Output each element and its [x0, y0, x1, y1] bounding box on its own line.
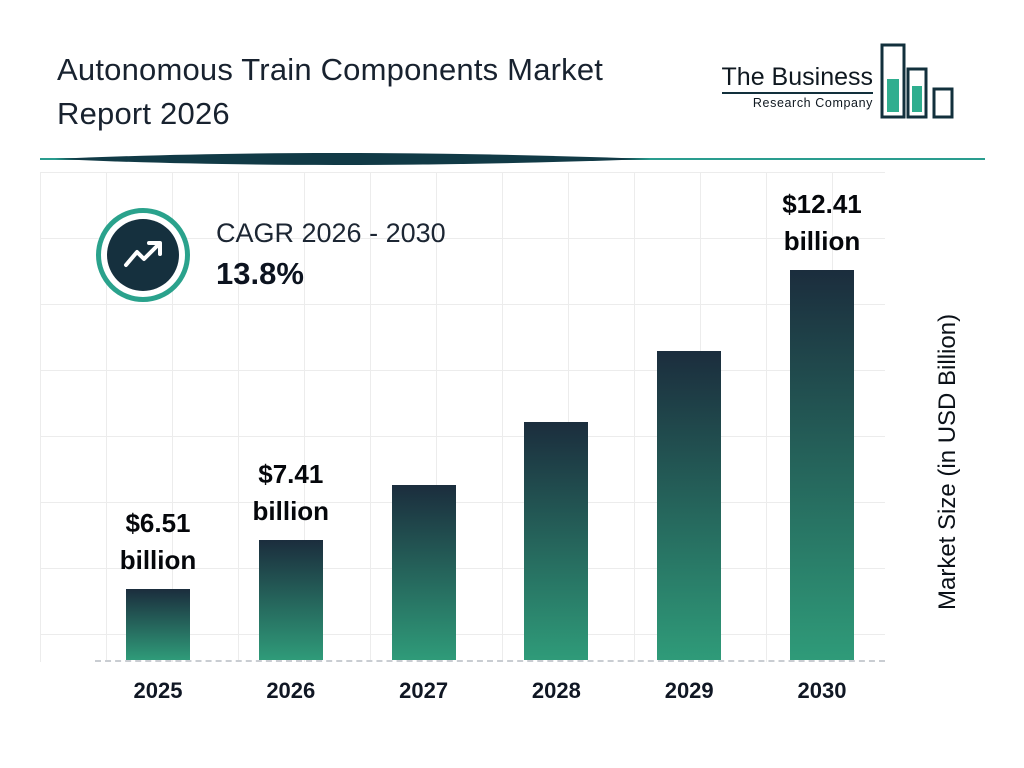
x-axis-label-2028: 2028	[531, 678, 581, 703]
divider-line	[40, 153, 985, 165]
value-label-2030: $12.41 billion	[782, 186, 862, 261]
value-amount: $6.51	[125, 507, 191, 538]
bar-column-2027	[361, 485, 487, 660]
x-axis-label-2027: 2027	[399, 678, 449, 703]
value-label-2025: $6.51 billion	[120, 505, 197, 580]
x-axis-labels-row: 2025 2026 2027 2028 2029 2030	[95, 678, 885, 704]
y-axis-label: Market Size (in USD Billion)	[934, 313, 961, 611]
page-title-line2: Report 2026	[57, 96, 230, 132]
page-title-line1: Autonomous Train Components Market	[57, 52, 604, 87]
bar-column-2029	[626, 351, 752, 660]
cagr-label: CAGR 2026 - 2030	[216, 218, 446, 248]
bar-2025	[126, 589, 190, 660]
value-label-2026: $7.41 billion	[253, 456, 330, 531]
cagr-value: 13.8%	[216, 256, 304, 291]
company-subname: Research Company	[721, 92, 873, 110]
bar-column-2028	[493, 422, 619, 660]
x-axis-label-2026: 2026	[266, 678, 316, 703]
bars-row: $6.51 billion $7.41 billion $12.41 billion	[95, 186, 885, 662]
page-title: Autonomous Train Components Market Repor…	[57, 48, 603, 136]
value-unit: billion	[783, 226, 861, 257]
bar-2029	[657, 351, 722, 660]
trend-up-arrow-icon	[107, 219, 179, 291]
bar-column-2030: $12.41 billion	[759, 186, 885, 660]
x-axis-label-2029: 2029	[664, 678, 714, 703]
cagr-circle	[96, 208, 190, 302]
bar-2028	[524, 422, 589, 660]
company-logo-text: The Business Research Company	[721, 63, 873, 120]
value-unit: billion	[119, 545, 197, 576]
bar-2026	[258, 540, 323, 660]
bar-chart-logo-icon	[878, 42, 966, 120]
company-logo: The Business Research Company	[721, 42, 966, 120]
value-amount: $7.41	[258, 458, 324, 489]
company-name: The Business	[721, 63, 873, 91]
bar-2027	[391, 485, 456, 660]
x-axis-label-2025: 2025	[133, 678, 183, 703]
x-axis-label-2030: 2030	[797, 678, 847, 703]
cagr-text: CAGR 2026 - 2030 13.8%	[216, 218, 446, 292]
bar-2030	[789, 270, 854, 660]
value-unit: billion	[252, 496, 330, 527]
bar-column-2025: $6.51 billion	[95, 505, 221, 660]
value-amount: $12.41	[782, 188, 862, 219]
bar-column-2026: $7.41 billion	[228, 456, 354, 660]
cagr-badge: CAGR 2026 - 2030 13.8%	[96, 208, 446, 302]
